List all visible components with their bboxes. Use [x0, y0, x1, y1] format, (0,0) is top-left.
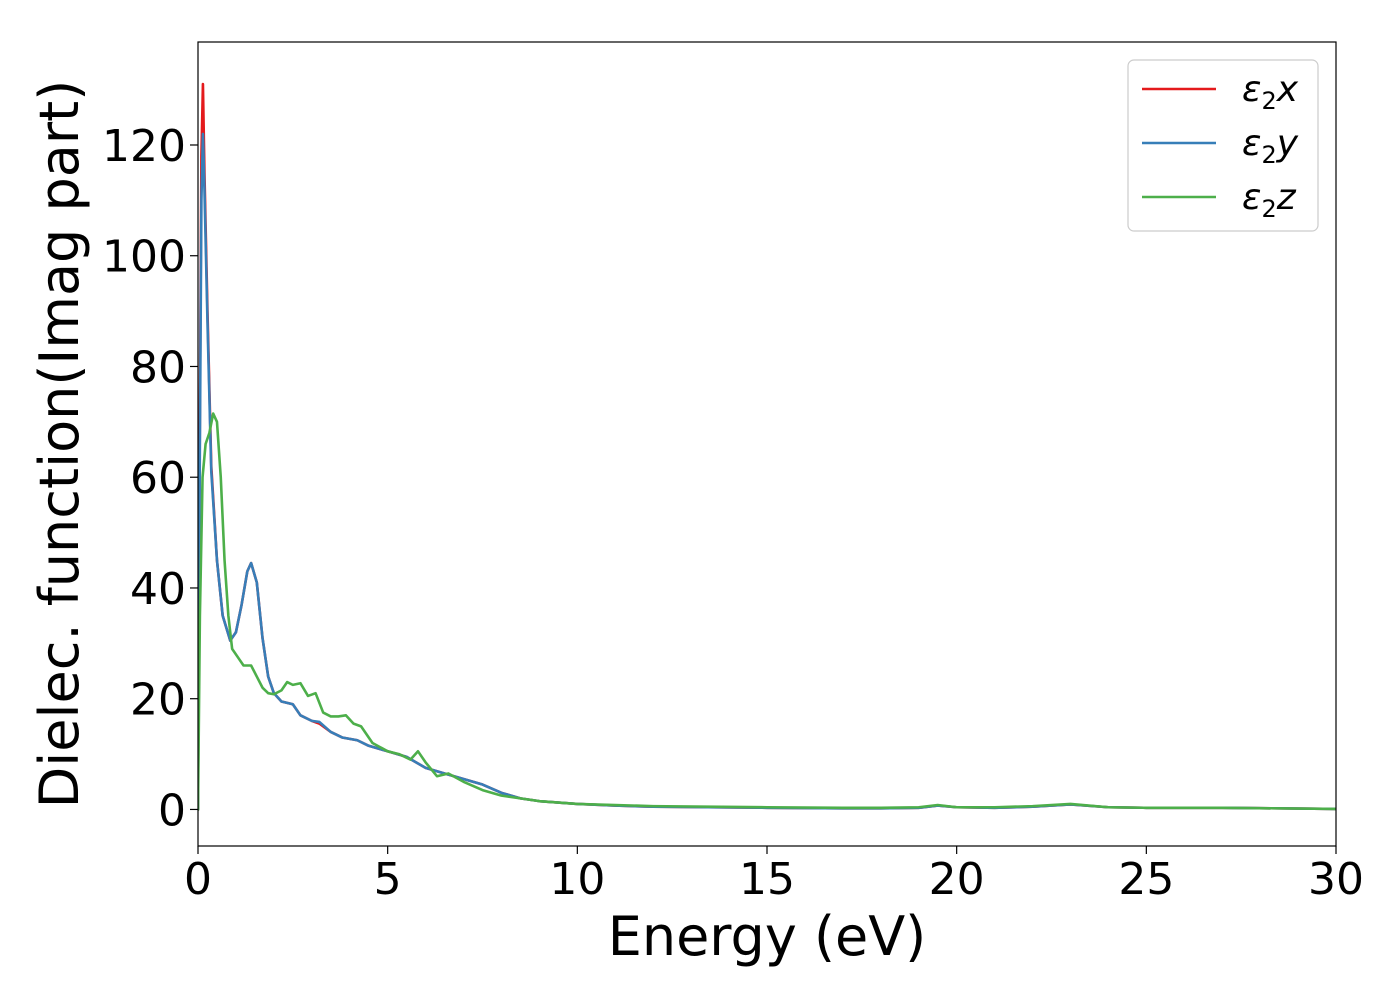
axis-ticks: 0 5 10 15 20 25 30 0 20 40 60 80 100 120 [102, 121, 1364, 905]
x-tick-label: 15 [739, 854, 795, 905]
series-line-z [198, 412, 1336, 811]
legend-item-z: ε2z [1142, 177, 1297, 223]
legend-item-y: ε2y [1142, 123, 1299, 169]
x-tick-label: 0 [184, 854, 212, 905]
y-tick-label: 100 [102, 232, 186, 283]
y-tick-label: 20 [130, 675, 186, 726]
x-tick-label: 10 [549, 854, 605, 905]
y-axis-label: Dielec. function(Imag part) [28, 80, 91, 809]
y-tick-label: 60 [130, 453, 186, 504]
y-tick-label: 80 [130, 342, 186, 393]
series-lines [198, 82, 1336, 811]
legend: ε2x ε2y ε2z [1127, 59, 1319, 232]
y-tick-label: 40 [130, 564, 186, 615]
y-tick-label: 0 [158, 785, 186, 836]
legend-label: ε2x [1242, 69, 1299, 115]
y-tick-label: 120 [102, 121, 186, 172]
legend-box [1127, 59, 1319, 232]
x-tick-label: 30 [1308, 854, 1364, 905]
x-tick-label: 5 [374, 854, 402, 905]
x-tick-label: 20 [929, 854, 985, 905]
x-axis-label: Energy (eV) [608, 905, 927, 968]
legend-label: ε2y [1242, 123, 1299, 169]
legend-item-x: ε2x [1142, 69, 1299, 115]
legend-label: ε2z [1242, 177, 1297, 223]
x-tick-label: 25 [1118, 854, 1174, 905]
